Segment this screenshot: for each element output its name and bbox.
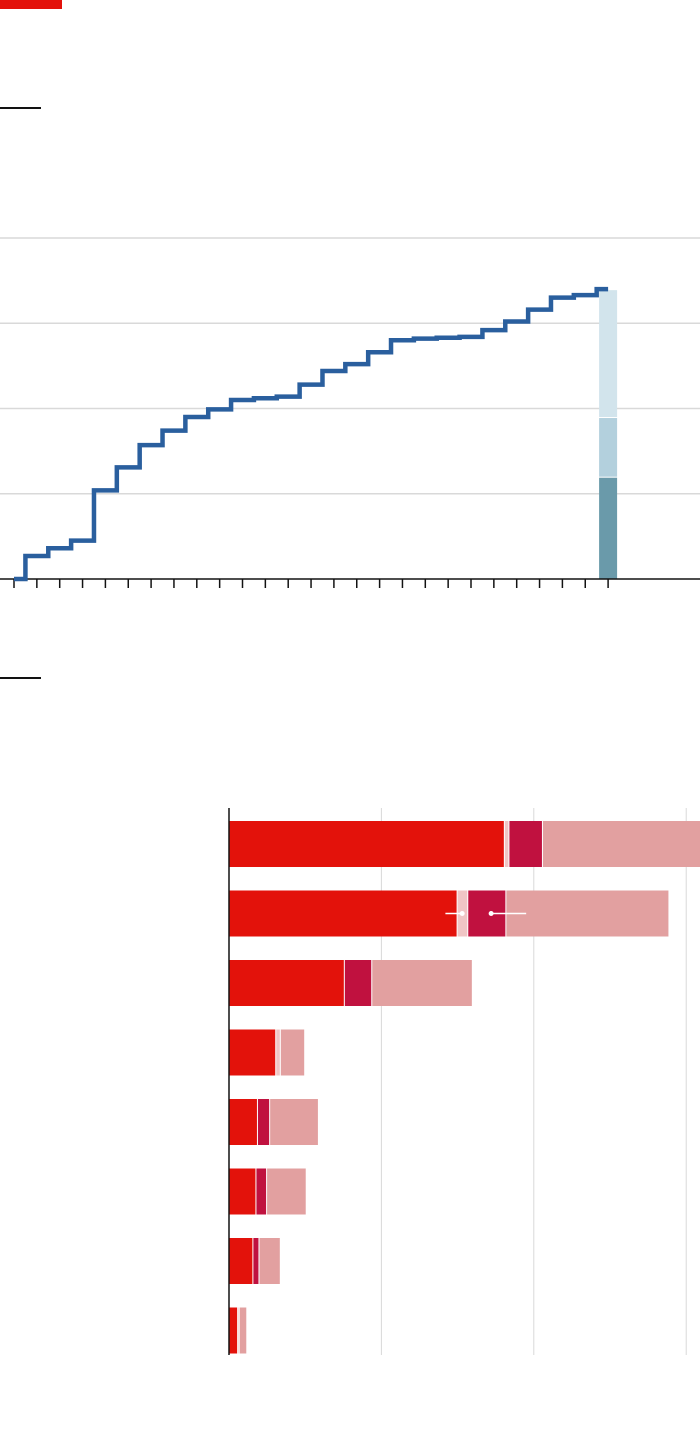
- bar-segment: [229, 1307, 238, 1354]
- step-chart: [0, 237, 700, 588]
- step-line-series: [14, 286, 609, 582]
- bar-segment: [229, 821, 504, 867]
- bar-segment: [509, 821, 542, 867]
- bar-segment: [257, 1099, 270, 1145]
- bar-segment: [256, 1168, 267, 1215]
- stack-segment: [599, 477, 618, 579]
- bar-segment: [542, 821, 700, 867]
- bar-segment: [372, 960, 472, 1006]
- bar-segment: [504, 821, 509, 867]
- bar-segment: [229, 1238, 253, 1284]
- bar-segment: [253, 1238, 259, 1284]
- bar-segment: [270, 1099, 318, 1145]
- bar-segment: [238, 1307, 239, 1354]
- stacked-bar-chart: [228, 808, 700, 1355]
- bar-segment: [344, 960, 372, 1006]
- stack-segment: [599, 290, 618, 418]
- bar-segment: [506, 890, 669, 937]
- bar-segment: [267, 1168, 306, 1215]
- bar-segment: [229, 890, 457, 937]
- section-rule-2: [0, 677, 41, 679]
- brand-tag: [0, 0, 62, 9]
- section-rule-1: [0, 107, 41, 109]
- range-marker-dot: [488, 911, 494, 916]
- bar-segment: [229, 1099, 257, 1145]
- stack-segment: [599, 418, 618, 477]
- bar-segment: [259, 1238, 280, 1284]
- bar-segment: [229, 1168, 256, 1215]
- bar-segment: [229, 960, 344, 1006]
- bar-segment: [276, 1029, 280, 1076]
- bar-segment: [280, 1029, 305, 1076]
- bar-segment: [239, 1307, 247, 1354]
- bar-segment: [229, 1029, 276, 1076]
- range-marker-dot: [459, 911, 465, 916]
